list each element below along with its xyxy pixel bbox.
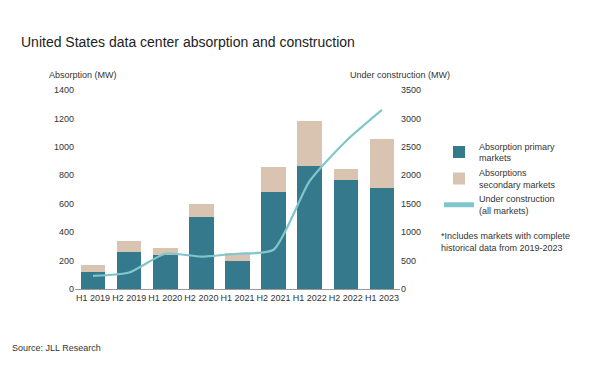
svg-text:1000: 1000 — [401, 227, 421, 237]
svg-text:200: 200 — [59, 256, 74, 266]
svg-text:600: 600 — [59, 199, 74, 209]
svg-text:Under construction (MW): Under construction (MW) — [350, 70, 450, 80]
svg-text:H2 2019: H2 2019 — [112, 293, 146, 303]
svg-text:H1 2020: H1 2020 — [148, 293, 182, 303]
svg-text:0: 0 — [69, 284, 74, 294]
svg-text:H1 2023: H1 2023 — [365, 293, 399, 303]
svg-text:H1 2022: H1 2022 — [293, 293, 327, 303]
svg-text:0: 0 — [401, 284, 406, 294]
svg-text:1400: 1400 — [54, 85, 74, 95]
svg-text:2500: 2500 — [401, 142, 421, 152]
svg-text:800: 800 — [59, 170, 74, 180]
svg-text:Source: JLL Research: Source: JLL Research — [12, 343, 101, 353]
svg-text:*Includes markets with complet: *Includes markets with completehistorica… — [441, 231, 570, 253]
svg-text:500: 500 — [401, 256, 416, 266]
svg-text:H1 2021: H1 2021 — [220, 293, 254, 303]
svg-text:H1 2019: H1 2019 — [76, 293, 110, 303]
svg-text:1200: 1200 — [54, 114, 74, 124]
svg-text:Absorptionssecondary markets: Absorptionssecondary markets — [479, 168, 556, 190]
svg-text:1500: 1500 — [401, 199, 421, 209]
svg-text:H2 2022: H2 2022 — [329, 293, 363, 303]
svg-text:3000: 3000 — [401, 114, 421, 124]
svg-text:Under construction(all markets: Under construction(all markets) — [479, 194, 555, 216]
svg-text:2000: 2000 — [401, 170, 421, 180]
svg-text:Absorption (MW): Absorption (MW) — [49, 70, 117, 80]
svg-text:Absorption primarymarkets: Absorption primarymarkets — [479, 142, 555, 164]
svg-text:1000: 1000 — [54, 142, 74, 152]
svg-text:United States data center abso: United States data center absorption and… — [21, 34, 355, 50]
svg-text:H2 2020: H2 2020 — [184, 293, 218, 303]
svg-text:H2 2021: H2 2021 — [257, 293, 291, 303]
svg-text:3500: 3500 — [401, 85, 421, 95]
svg-text:400: 400 — [59, 227, 74, 237]
